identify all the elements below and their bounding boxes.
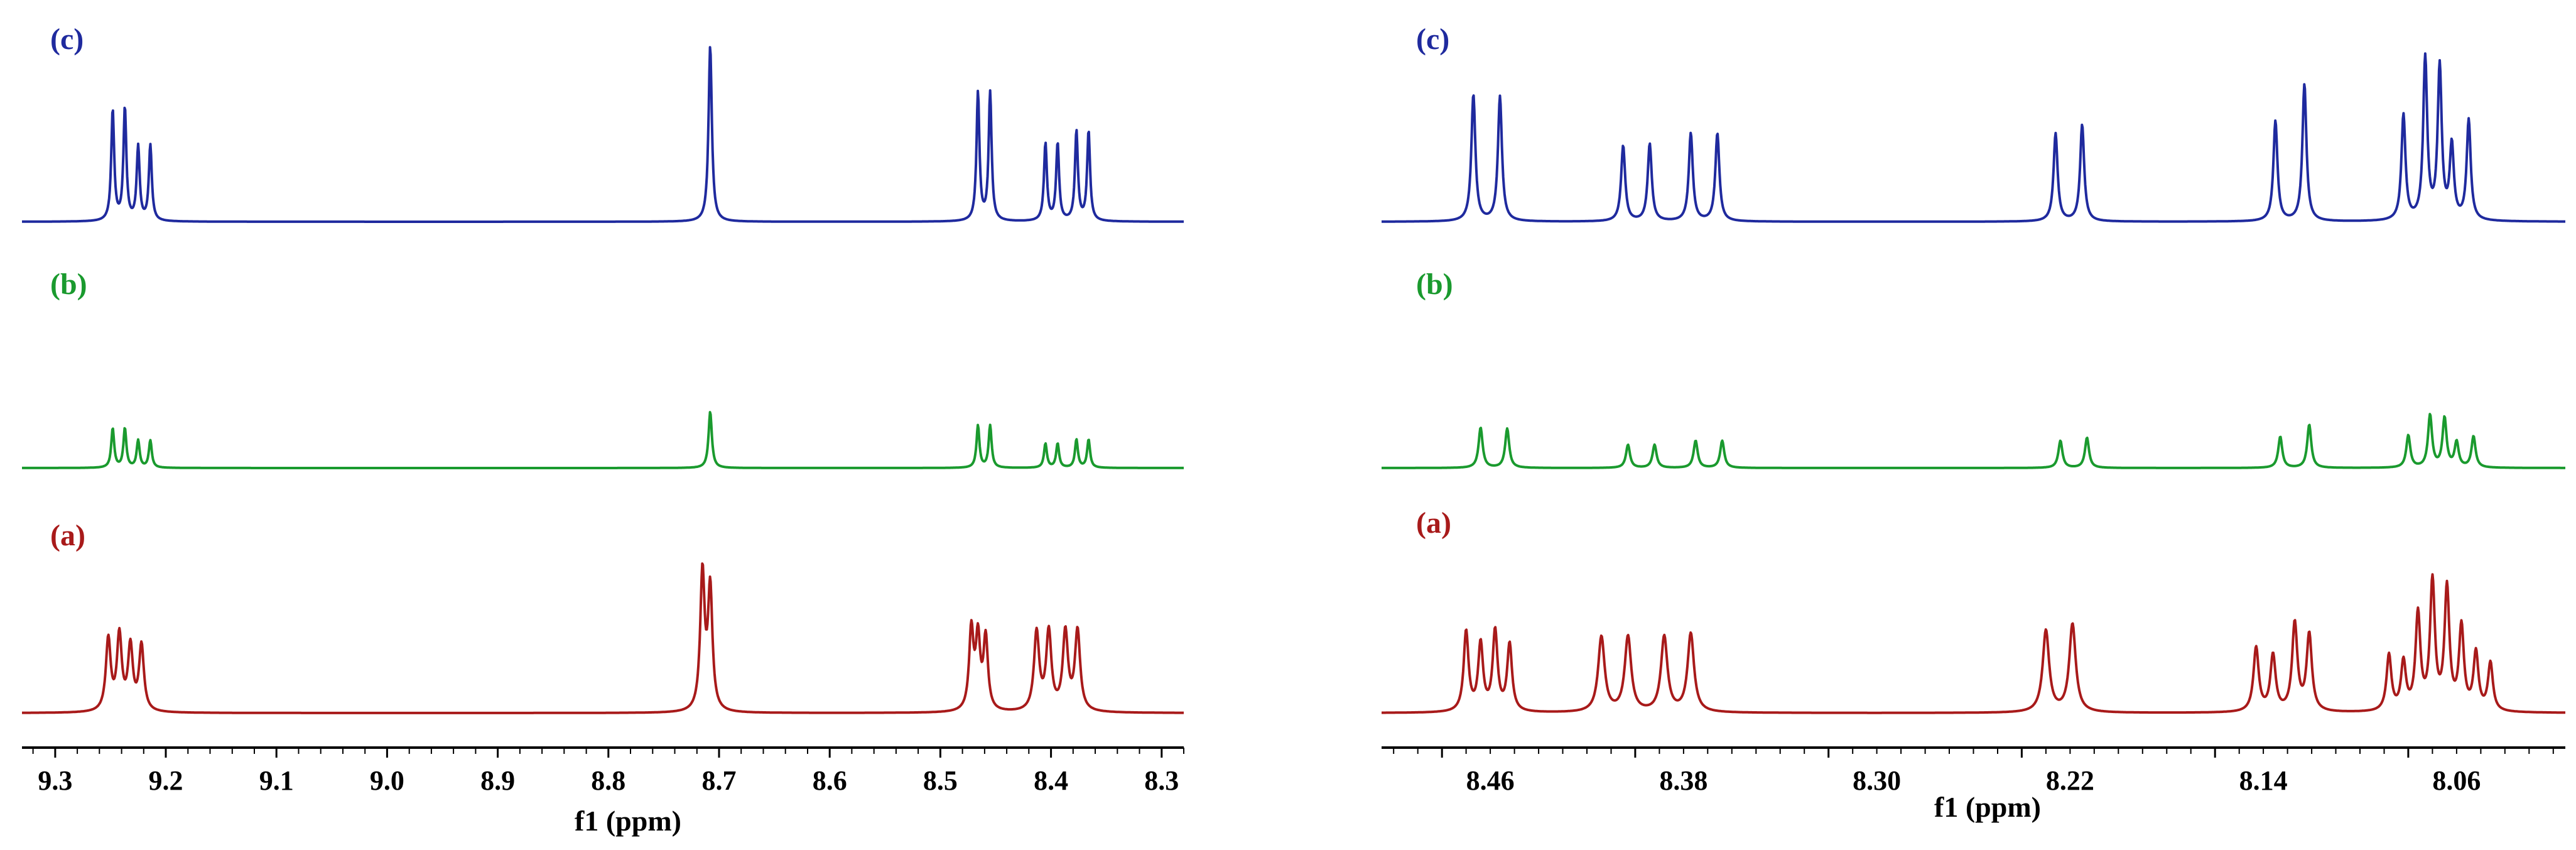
right-tick-label: 8.30 <box>1853 765 1901 796</box>
right-tick-label: 8.14 <box>2239 765 2288 796</box>
left-tick-label: 9.2 <box>149 765 183 796</box>
right-tick-label: 8.38 <box>1659 765 1707 796</box>
right-panel: (c) (b) (a) 8.46 8.38 8.30 8.22 8.14 8.0… <box>1381 23 2566 823</box>
right-tick-labels: 8.46 8.38 8.30 8.22 8.14 8.06 <box>1466 765 2481 796</box>
left-tick-labels: 9.3 9.2 9.1 9.0 8.9 8.8 8.7 8.6 8.5 8.4 … <box>38 765 1179 796</box>
left-spectrum-b <box>21 411 1184 469</box>
left-tick-label: 8.6 <box>813 765 847 796</box>
right-label-b: (b) <box>1416 268 1453 301</box>
right-spectrum-b <box>1381 413 2566 469</box>
left-label-c: (c) <box>50 23 84 56</box>
right-spectrum-c <box>1381 52 2566 223</box>
left-tick-label: 9.3 <box>38 765 72 796</box>
right-spectrum-a <box>1381 573 2566 714</box>
left-panel: (c) (b) (a) 9.3 9.2 9.1 9.0 8.9 8.8 8.7 … <box>21 23 1184 837</box>
right-axis-title: f1 (ppm) <box>1934 791 2041 823</box>
left-label-a: (a) <box>50 519 85 552</box>
left-tick-label: 8.9 <box>480 765 515 796</box>
left-spectrum-a <box>21 562 1184 714</box>
left-tick-label: 9.0 <box>370 765 404 796</box>
right-tick-marks <box>1393 748 2554 758</box>
left-tick-label: 8.5 <box>923 765 958 796</box>
left-tick-label: 8.4 <box>1034 765 1068 796</box>
left-tick-label: 8.3 <box>1144 765 1179 796</box>
right-tick-label: 8.22 <box>2046 765 2094 796</box>
right-tick-label: 8.06 <box>2432 765 2481 796</box>
left-tick-label: 8.7 <box>702 765 737 796</box>
left-tick-label: 8.8 <box>591 765 625 796</box>
left-axis-title: f1 (ppm) <box>575 805 681 837</box>
left-label-b: (b) <box>50 268 87 301</box>
right-label-c: (c) <box>1416 23 1449 56</box>
left-tick-marks <box>32 748 1184 758</box>
right-tick-label: 8.46 <box>1466 765 1515 796</box>
left-tick-label: 9.1 <box>259 765 294 796</box>
right-label-a: (a) <box>1416 506 1451 540</box>
left-spectrum-c <box>21 46 1184 223</box>
